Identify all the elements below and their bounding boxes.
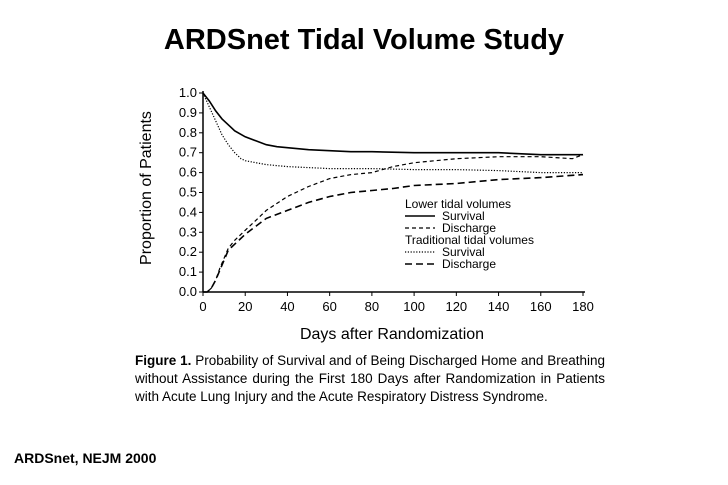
y-tick-label: 0.4 <box>179 204 197 219</box>
x-tick-label: 140 <box>488 299 510 314</box>
x-tick-label: 100 <box>403 299 425 314</box>
x-axis-label: Days after Randomization <box>300 326 484 343</box>
series-line-2 <box>203 154 584 293</box>
legend-group-title: Lower tidal volumes <box>405 197 511 211</box>
x-tick-label: 20 <box>238 299 252 314</box>
y-tick-label: 0.6 <box>179 165 197 180</box>
figure-caption-label: Figure 1. <box>135 353 192 368</box>
legend-entry-label: Survival <box>442 209 485 223</box>
series-line-1 <box>202 92 583 156</box>
y-tick-label: 0.1 <box>179 264 197 279</box>
y-tick-label: 0.3 <box>179 224 197 239</box>
y-tick-label: 0.5 <box>179 185 197 200</box>
y-tick-label: 0.0 <box>179 284 197 299</box>
legend-group-title: Traditional tidal volumes <box>405 233 534 247</box>
x-tick-label: 60 <box>322 299 336 314</box>
x-tick-label: 0 <box>199 299 206 314</box>
legend-entry-label: Discharge <box>442 221 496 235</box>
slide-title: ARDSnet Tidal Volume Study <box>163 24 565 56</box>
y-tick-label: 0.9 <box>179 105 197 120</box>
y-tick-label: 0.2 <box>179 244 197 259</box>
series-line-4 <box>203 173 584 293</box>
x-tick-label: 80 <box>365 299 379 314</box>
figure-caption: Figure 1. Probability of Survival and of… <box>135 352 605 406</box>
legend-entry-label: Discharge <box>442 257 496 271</box>
x-tick-label: 180 <box>572 299 594 314</box>
x-tick-label: 40 <box>280 299 294 314</box>
y-tick-label: 0.7 <box>179 145 197 160</box>
citation: ARDSnet, NEJM 2000 <box>14 450 157 466</box>
y-tick-label: 0.8 <box>179 125 197 140</box>
legend-entry-label: Survival <box>442 245 485 259</box>
figure-caption-text: Probability of Survival and of Being Dis… <box>135 353 605 404</box>
y-tick-label: 1.0 <box>179 85 197 100</box>
survival-discharge-chart: 0.0 0.1 0.2 0.3 0.4 0.5 0.6 0.7 0.8 0.9 1.0 0 20 40 60… <box>138 85 594 343</box>
series-line-3 <box>202 92 583 174</box>
y-axis-label: Proportion of Patients <box>138 111 155 265</box>
x-tick-label: 120 <box>445 299 467 314</box>
x-tick-label: 160 <box>530 299 552 314</box>
